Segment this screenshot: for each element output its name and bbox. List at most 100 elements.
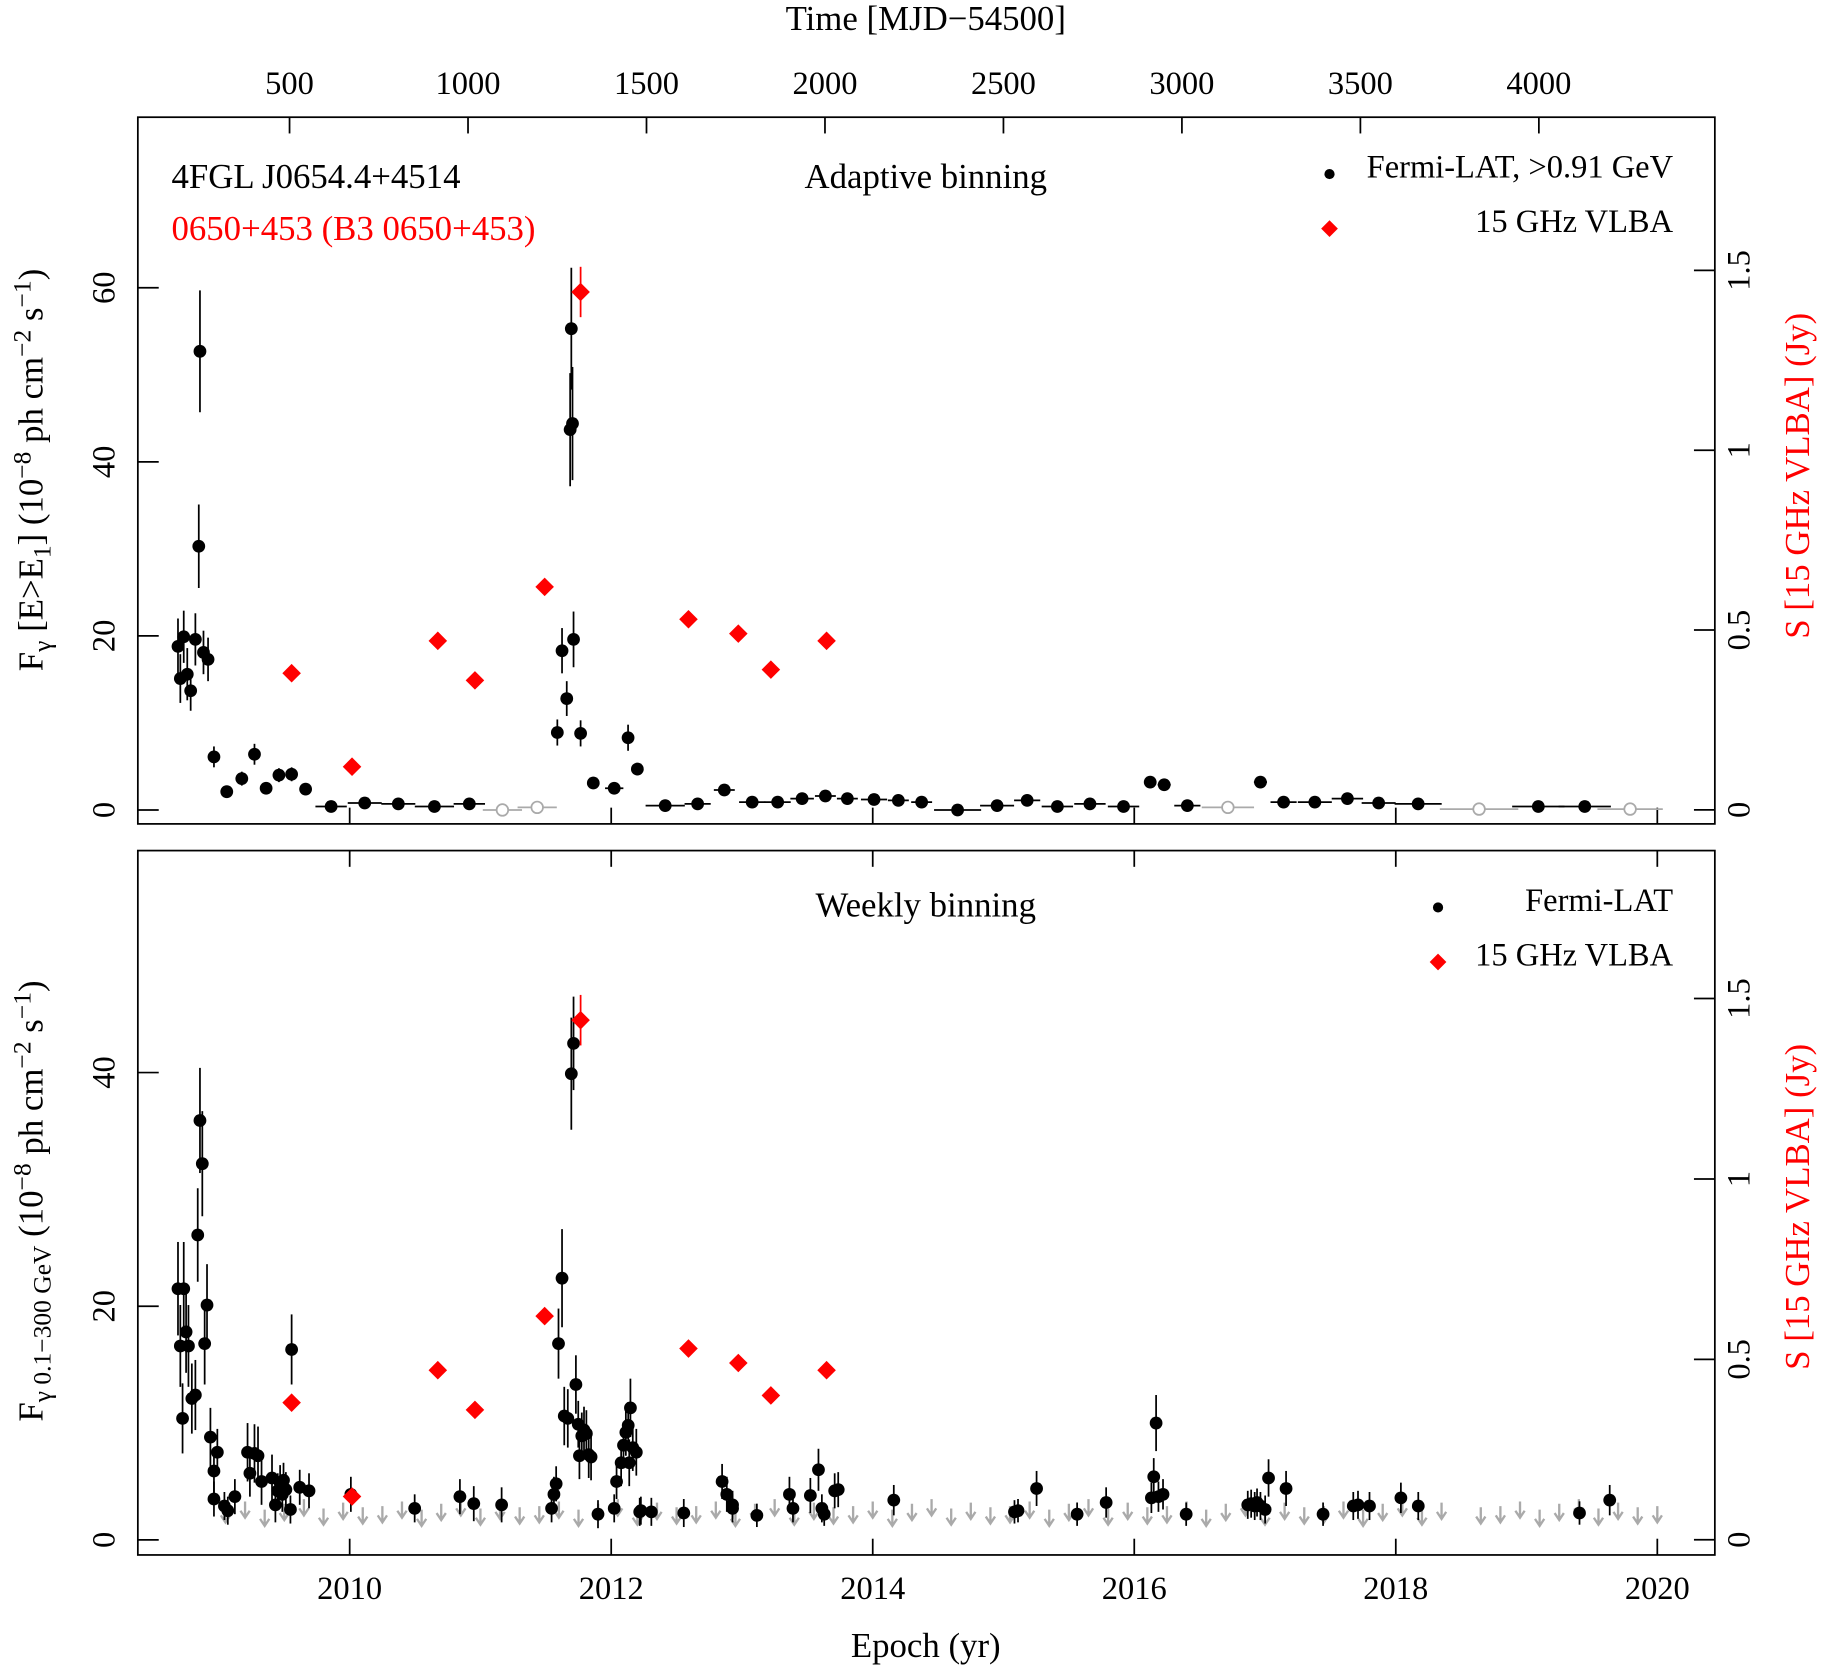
y-label-part: γ 0.1−300 GeV <box>27 1245 56 1403</box>
data-point <box>243 1466 257 1480</box>
y-label-part: s <box>12 1019 51 1041</box>
data-point <box>1157 778 1171 792</box>
data-point <box>812 1463 825 1477</box>
data-point <box>555 644 569 658</box>
upper-limit <box>495 803 510 817</box>
data-point <box>717 783 731 797</box>
upper-limit <box>1435 1502 1448 1521</box>
data-point <box>302 1484 316 1498</box>
data-point <box>1341 792 1354 806</box>
data-point <box>586 776 600 790</box>
upper-limit <box>965 1502 977 1521</box>
y-label-part: γ <box>27 641 56 653</box>
upper-limit <box>415 1509 428 1528</box>
y-label-part: ph cm <box>12 1069 51 1164</box>
legend-label: Fermi-LAT, >0.91 GeV <box>1367 150 1674 186</box>
data-point <box>1372 796 1386 810</box>
data-point <box>624 1401 637 1415</box>
y-label-part: F <box>12 1402 51 1421</box>
y2-axis-title: S [15 GHz VLBA] (Jy) <box>1778 1044 1817 1370</box>
data-point <box>795 792 809 806</box>
data-point <box>1578 800 1592 813</box>
upper-limit <box>1592 1508 1605 1527</box>
y2-tick-label: 0 <box>1722 802 1758 818</box>
data-point <box>1603 1493 1617 1507</box>
data-point <box>761 1386 781 1405</box>
data-point <box>201 653 215 666</box>
upper-limit <box>239 1501 251 1520</box>
y-label-part: −2 <box>8 1041 37 1068</box>
y2-tick-label: 0.5 <box>1722 610 1758 651</box>
data-point <box>591 1507 605 1521</box>
data-point <box>177 1282 191 1296</box>
panel-title: Adaptive binning <box>804 157 1047 196</box>
data-point <box>817 1507 831 1521</box>
data-point <box>462 797 476 811</box>
data-point <box>1149 1416 1163 1430</box>
data-point <box>195 1157 209 1171</box>
data-point <box>428 1360 448 1380</box>
data-point <box>574 727 587 740</box>
data-point <box>1156 1487 1170 1501</box>
data-point <box>545 1501 558 1515</box>
data-point <box>184 684 198 698</box>
x-tick-label: 2010 <box>317 1571 382 1607</box>
y-label-part: (10 <box>12 1190 51 1245</box>
upper-limit <box>925 1499 938 1518</box>
data-point <box>1070 1507 1084 1521</box>
data-point <box>221 1504 235 1518</box>
data-point <box>465 671 485 690</box>
data-point <box>867 793 881 806</box>
upper-limit <box>1082 1499 1095 1518</box>
data-point <box>188 1388 202 1402</box>
upper-limit <box>710 1501 722 1520</box>
upper-limit <box>530 800 544 815</box>
data-point <box>342 1487 362 1506</box>
y-label-part: ph cm <box>12 357 51 452</box>
y-label-part: ) <box>12 269 51 281</box>
data-point <box>391 797 405 811</box>
data-point <box>622 1456 636 1470</box>
data-point <box>951 803 964 817</box>
x2-tick-label: 1000 <box>436 66 501 102</box>
data-point <box>342 757 362 776</box>
data-point <box>1143 775 1157 789</box>
panel-title: Weekly binning <box>816 886 1036 925</box>
upper-limit <box>1102 1508 1114 1527</box>
upper-limit <box>298 1499 310 1518</box>
upper-limit <box>1623 802 1637 816</box>
upper-limit <box>1122 1502 1134 1521</box>
data-point <box>891 794 905 807</box>
data-point <box>220 785 234 799</box>
data-point <box>555 1271 569 1285</box>
x2-tick-label: 1500 <box>614 66 679 102</box>
data-point <box>193 344 207 358</box>
data-point <box>1277 795 1290 809</box>
data-point <box>644 1505 658 1519</box>
upper-limit <box>847 1506 859 1525</box>
upper-limit <box>1651 1506 1663 1525</box>
data-point <box>188 633 202 646</box>
data-point <box>621 1419 635 1432</box>
upper-limit <box>376 1506 388 1525</box>
data-point <box>561 1412 575 1425</box>
legend-label: 15 GHz VLBA <box>1475 204 1673 240</box>
data-point <box>840 792 854 806</box>
data-point <box>677 1506 691 1520</box>
upper-limit <box>886 1509 898 1528</box>
data-point <box>566 417 579 430</box>
x2-tick-label: 3500 <box>1328 66 1393 102</box>
data-point <box>1083 797 1097 811</box>
data-point <box>831 1483 845 1497</box>
x-axis-title: Epoch (yr) <box>851 1626 1001 1665</box>
data-point <box>465 1400 485 1420</box>
data-point <box>915 795 929 809</box>
data-point <box>179 1325 193 1339</box>
data-point <box>679 1339 698 1358</box>
data-point <box>272 768 286 782</box>
data-point <box>786 1501 800 1515</box>
upper-limit <box>357 1507 369 1526</box>
upper-limit <box>435 1503 447 1523</box>
data-point <box>750 1508 764 1522</box>
